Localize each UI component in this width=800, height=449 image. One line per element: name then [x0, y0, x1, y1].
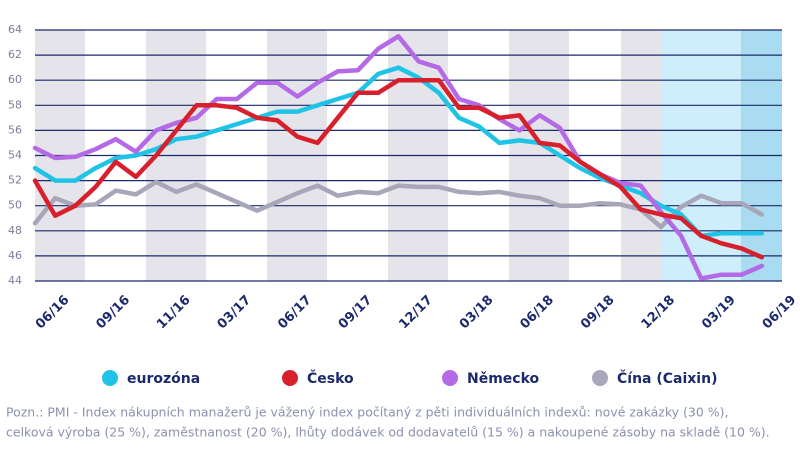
x-tick-label: 03/17 [215, 293, 255, 333]
series-line [32, 77, 765, 260]
y-tick-label: 54 [8, 149, 22, 162]
y-tick-label: 62 [8, 48, 22, 61]
x-tick-label: 06/17 [275, 293, 315, 333]
x-tick-label: 06/16 [33, 293, 73, 333]
x-tick-label: 09/16 [94, 293, 134, 333]
y-tick-label: 56 [8, 123, 22, 136]
x-tick-label: 06/19 [760, 293, 800, 333]
x-tick-label: 06/18 [517, 293, 557, 333]
x-tick-label: 09/18 [578, 293, 618, 333]
x-tick-label: 12/17 [396, 293, 436, 333]
legend-marker [442, 370, 458, 386]
legend-marker [282, 370, 298, 386]
y-tick-label: 64 [8, 23, 22, 36]
y-tick-label: 50 [8, 199, 22, 212]
legend-marker [592, 370, 608, 386]
y-tick-label: 44 [8, 274, 22, 287]
y-tick-label: 52 [8, 174, 22, 187]
y-tick-label: 46 [8, 249, 22, 262]
legend-marker [102, 370, 118, 386]
legend-label: Čína (Caixin) [617, 369, 717, 387]
series-line [32, 65, 765, 239]
x-tick-label: 03/18 [457, 293, 497, 333]
y-tick-label: 60 [8, 73, 22, 86]
series-line [32, 34, 765, 281]
x-tick-label: 11/16 [154, 293, 194, 333]
x-tick-label: 12/18 [639, 293, 679, 333]
note: Pozn.: PMI - Index nákupních manažerů je… [6, 405, 728, 420]
legend-label: eurozóna [127, 371, 200, 387]
legend-label: Německo [467, 371, 540, 387]
y-tick-label: 58 [8, 98, 22, 111]
y-tick-label: 48 [8, 224, 22, 237]
legend-label: Česko [307, 369, 354, 387]
note: celková výroba (25 %), zaměstnanost (20 … [6, 425, 770, 440]
x-tick-label: 03/19 [699, 293, 739, 333]
x-tick-label: 09/17 [336, 293, 376, 333]
